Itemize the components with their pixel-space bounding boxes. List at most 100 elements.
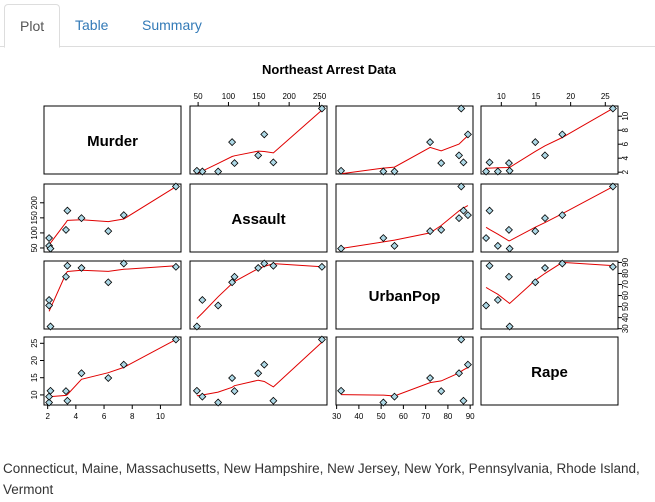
data-point — [482, 167, 491, 176]
data-point — [426, 138, 435, 147]
data-point — [77, 214, 86, 223]
smooth-line — [341, 366, 469, 397]
data-point — [608, 104, 617, 113]
data-point — [437, 159, 446, 168]
data-point — [504, 272, 513, 281]
data-point — [608, 262, 617, 271]
data-point — [485, 206, 494, 215]
data-point — [379, 398, 388, 407]
tick-label: 50 — [377, 412, 386, 421]
smooth-line — [48, 186, 177, 246]
panel-assault-vs-murder — [43, 182, 182, 253]
data-point — [337, 244, 346, 253]
tick-label: 30 — [621, 324, 630, 333]
variable-label: Assault — [231, 211, 285, 228]
data-point — [192, 166, 201, 175]
data-point — [45, 301, 54, 310]
data-point — [254, 263, 263, 272]
variable-label: Rape — [531, 364, 568, 381]
data-point — [269, 158, 278, 167]
variable-label: UrbanPop — [369, 288, 441, 305]
variable-label: Murder — [87, 133, 138, 150]
tab-table[interactable]: Table — [75, 17, 109, 33]
data-point — [493, 241, 502, 250]
panel-murder-vs-rape — [480, 104, 619, 176]
panel-rape-vs-murder — [43, 335, 182, 407]
panel-frame — [480, 260, 619, 330]
data-point — [531, 278, 540, 287]
panel-frame — [189, 183, 328, 253]
data-point — [390, 167, 399, 176]
data-point — [455, 369, 463, 378]
tick-label: 80 — [443, 412, 452, 421]
data-point — [455, 151, 463, 160]
data-point — [558, 211, 567, 220]
data-point — [45, 398, 54, 407]
panel-frame — [43, 105, 182, 175]
panel-rape-vs-urbanpop — [335, 335, 474, 407]
data-point — [192, 386, 201, 395]
tick-label: 2 — [45, 412, 50, 421]
data-point — [493, 296, 502, 304]
tick-label: 10 — [30, 390, 39, 399]
data-point — [119, 360, 128, 369]
tick-label: 6 — [621, 141, 630, 146]
tick-label: 50 — [30, 243, 39, 252]
tab-summary[interactable]: Summary — [142, 17, 202, 33]
data-point — [457, 182, 466, 191]
data-point — [531, 138, 540, 147]
data-point — [505, 166, 514, 175]
tick-label: 60 — [621, 291, 630, 300]
panel-frame — [43, 260, 182, 330]
data-point — [230, 159, 239, 168]
panel-frame — [480, 336, 619, 406]
tick-label: 70 — [421, 412, 430, 421]
data-point — [317, 335, 326, 344]
data-point — [463, 360, 472, 369]
panel-frame — [480, 183, 619, 253]
panel-frame — [189, 336, 328, 406]
tick-label: 25 — [30, 338, 39, 347]
panel-frame — [335, 260, 474, 330]
data-point — [558, 259, 567, 268]
data-point — [46, 386, 55, 395]
data-point — [482, 301, 491, 310]
data-point — [504, 225, 513, 234]
data-point — [459, 158, 468, 167]
data-point — [254, 369, 263, 378]
tick-label: 70 — [621, 280, 630, 289]
data-point — [228, 138, 237, 147]
panel-urbanpop-vs-urbanpop: UrbanPop — [335, 260, 474, 330]
smooth-line — [485, 186, 614, 242]
data-point — [457, 104, 466, 113]
tick-label: 40 — [354, 412, 363, 421]
tick-label: 4 — [74, 412, 79, 421]
panel-frame — [480, 105, 619, 175]
chart-title: Northeast Arrest Data — [262, 62, 397, 77]
smooth-line — [485, 261, 613, 305]
panel-frame — [335, 183, 474, 253]
panel-assault-vs-rape — [480, 182, 619, 253]
tick-label: 6 — [102, 412, 107, 421]
tab-bar: Plot Table Summary — [0, 0, 655, 48]
panel-frame — [189, 105, 328, 175]
data-point — [63, 261, 72, 270]
data-point — [541, 263, 549, 272]
panel-rape-vs-rape: Rape — [480, 336, 619, 406]
tab-plot[interactable]: Plot — [4, 4, 61, 48]
data-point — [269, 261, 278, 270]
data-point — [230, 387, 239, 396]
data-point — [260, 130, 269, 139]
panel-frame — [189, 260, 328, 330]
tick-label: 50 — [621, 302, 630, 311]
data-point — [390, 241, 399, 250]
panel-urbanpop-vs-assault — [189, 259, 328, 331]
data-point — [505, 244, 514, 253]
data-point — [62, 272, 70, 281]
data-point — [214, 301, 223, 310]
data-point — [317, 262, 326, 271]
data-point — [260, 360, 269, 369]
panel-urbanpop-vs-murder — [43, 259, 182, 331]
data-point — [260, 259, 269, 268]
data-point — [77, 263, 86, 272]
